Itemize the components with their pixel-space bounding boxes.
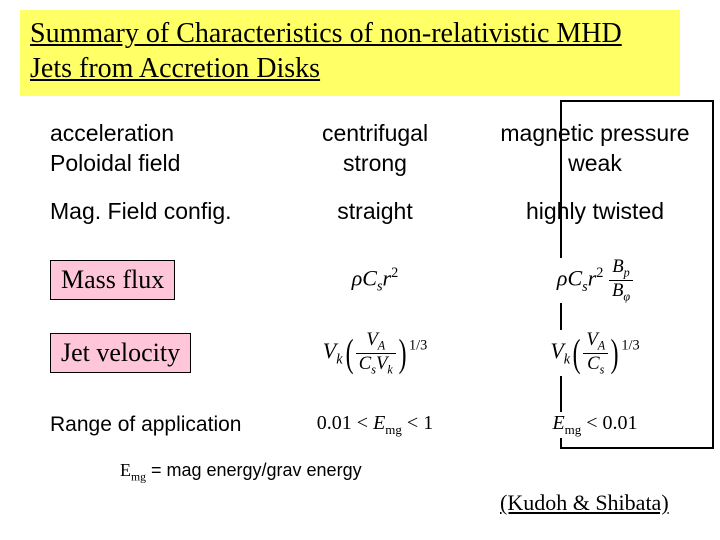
val-magconfig-straight: straight <box>280 198 470 225</box>
formula-range-col3: Emg < 0.01 <box>552 412 637 438</box>
val-poloidal-strong: strong <box>280 150 470 177</box>
formula-jetvel-col2: Vk(VACsVk)1/3 <box>323 330 427 376</box>
formula-massflux-col2: ρCsr2 <box>352 265 399 296</box>
citation: (Kudoh & Shibata) <box>500 490 669 516</box>
row-acceleration: acceleration centrifugal magnetic pressu… <box>0 120 720 147</box>
row-massflux: Mass flux ρCsr2 ρCsr2 BpBφ <box>0 258 720 303</box>
val-poloidal-weak: weak <box>470 150 720 177</box>
footnote-emg: Emg = mag energy/grav energy <box>120 460 362 484</box>
row-jetvel: Jet velocity Vk(VACsVk)1/3 Vk(VACs)1/3 <box>0 330 720 376</box>
formula-massflux-col3: ρCsr2 BpBφ <box>557 258 633 303</box>
label-jetvel: Jet velocity <box>50 333 191 373</box>
row-magconfig: Mag. Field config. straight highly twist… <box>0 198 720 225</box>
label-poloidal: Poloidal field <box>0 150 280 177</box>
val-magconfig-twisted: highly twisted <box>470 198 720 225</box>
formula-range-col2: 0.01 < Emg < 1 <box>317 412 433 438</box>
slide-title: Summary of Characteristics of non-relati… <box>20 10 680 96</box>
label-range: Range of application <box>0 413 280 437</box>
val-acceleration-centrifugal: centrifugal <box>280 120 470 147</box>
label-acceleration: acceleration <box>0 120 280 147</box>
row-range: Range of application 0.01 < Emg < 1 Emg … <box>0 412 720 438</box>
row-poloidal: Poloidal field strong weak <box>0 150 720 177</box>
formula-jetvel-col3: Vk(VACs)1/3 <box>550 330 639 376</box>
val-acceleration-magpressure: magnetic pressure <box>470 120 720 147</box>
label-magconfig: Mag. Field config. <box>0 198 280 225</box>
label-massflux: Mass flux <box>50 260 175 300</box>
